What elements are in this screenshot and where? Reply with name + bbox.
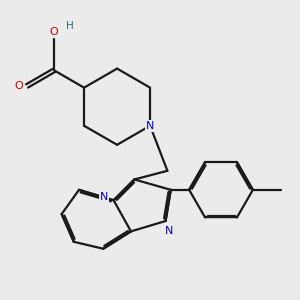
- Text: O: O: [14, 81, 23, 91]
- Text: N: N: [146, 121, 154, 131]
- Text: N: N: [165, 226, 173, 236]
- Text: H: H: [66, 21, 74, 31]
- Text: O: O: [50, 27, 58, 37]
- Text: N: N: [100, 193, 108, 202]
